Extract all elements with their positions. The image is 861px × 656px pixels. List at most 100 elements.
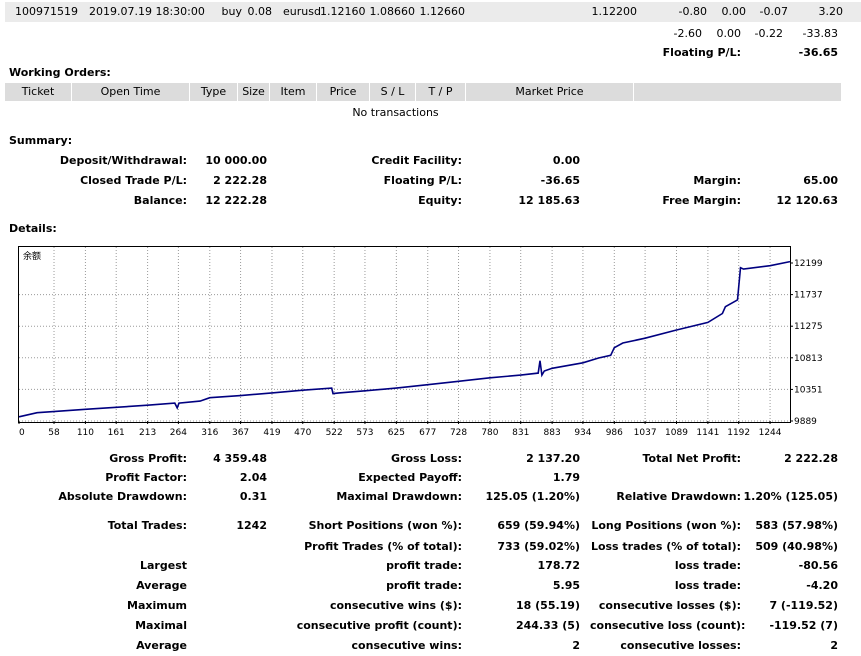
x-tick-label: 419 <box>263 428 280 438</box>
gross-loss-label: Gross Loss: <box>391 452 462 465</box>
deposit-label: Deposit/Withdrawal: <box>59 154 187 167</box>
trade-profit: 3.20 <box>818 5 844 18</box>
largest-profit-label: profit trade: <box>386 559 462 572</box>
y-tick-label: 10351 <box>794 385 823 395</box>
rel-drawdown-value: 1.20% (125.05) <box>743 490 839 503</box>
max-losses-label: consecutive losses ($): <box>598 599 741 612</box>
total-commission: -2.60 <box>673 27 702 40</box>
x-tick-label: 934 <box>574 428 591 438</box>
col-type[interactable]: Type <box>190 83 238 101</box>
x-tick-label: 161 <box>108 428 125 438</box>
trade-market-price: 1.12200 <box>591 5 638 18</box>
trade-item: eurusd <box>283 5 321 18</box>
y-tick-label: 12199 <box>794 259 823 269</box>
x-tick-label: 625 <box>388 428 405 438</box>
expected-payoff-label: Expected Payoff: <box>358 471 462 484</box>
x-tick-label: 58 <box>48 428 60 438</box>
working-orders-header: Ticket Open Time Type Size Item Price S … <box>5 83 841 101</box>
long-positions-value: 583 (57.98%) <box>755 519 838 532</box>
open-trade-row: 100971519 2019.07.19 18:30:00 buy 0.08 e… <box>5 2 861 22</box>
average2-label: Average <box>136 639 187 652</box>
avg-wins-value: 2 <box>572 639 580 652</box>
x-tick-label: 986 <box>606 428 623 438</box>
col-blank <box>634 83 841 101</box>
equity-value: 12 185.63 <box>518 194 580 207</box>
credit-label: Credit Facility: <box>371 154 462 167</box>
col-sl[interactable]: S / L <box>370 83 416 101</box>
total-trades-value: 1242 <box>236 519 267 532</box>
total-profit: -33.83 <box>802 27 838 40</box>
balance-chart: 余额 <box>18 246 791 423</box>
col-open-time[interactable]: Open Time <box>72 83 190 101</box>
largest-loss-value: -80.56 <box>798 559 838 572</box>
floating-pl-value: -36.65 <box>798 46 838 59</box>
maximal-profit-label: consecutive profit (count): <box>296 619 462 632</box>
largest-profit-value: 178.72 <box>537 559 580 572</box>
working-orders-title: Working Orders: <box>9 66 111 79</box>
avg-losses-value: 2 <box>830 639 838 652</box>
total-net-label: Total Net Profit: <box>642 452 742 465</box>
abs-drawdown-value: 0.31 <box>239 490 267 503</box>
max-drawdown-value: 125.05 (1.20%) <box>485 490 581 503</box>
long-positions-label: Long Positions (won %): <box>591 519 741 532</box>
gross-loss-value: 2 137.20 <box>526 452 580 465</box>
total-net-value: 2 222.28 <box>784 452 838 465</box>
trade-ticket: 100971519 <box>15 5 78 18</box>
maximum-label: Maximum <box>127 599 187 612</box>
summary-floating-label: Floating P/L: <box>383 174 462 187</box>
trade-type: buy <box>221 5 242 18</box>
trade-sl: 1.08660 <box>369 5 416 18</box>
profit-trades-label: Profit Trades (% of total): <box>304 540 462 553</box>
x-tick-label: 0 <box>19 428 25 438</box>
maximal-loss-value: -119.52 (7) <box>769 619 838 632</box>
x-tick-label: 470 <box>294 428 311 438</box>
short-positions-value: 659 (59.94%) <box>497 519 580 532</box>
short-positions-label: Short Positions (won %): <box>308 519 462 532</box>
gross-profit-value: 4 359.48 <box>213 452 267 465</box>
x-tick-label: 213 <box>139 428 156 438</box>
x-tick-label: 831 <box>512 428 529 438</box>
profit-factor-value: 2.04 <box>239 471 267 484</box>
equity-label: Equity: <box>418 194 462 207</box>
largest-loss-label: loss trade: <box>674 559 741 572</box>
avg-wins-label: consecutive wins: <box>351 639 462 652</box>
x-tick-label: 367 <box>232 428 249 438</box>
trade-swap: -0.07 <box>759 5 788 18</box>
x-tick-label: 573 <box>356 428 373 438</box>
trade-price: 1.12160 <box>320 5 366 18</box>
x-tick-label: 316 <box>201 428 218 438</box>
trade-tp: 1.12660 <box>419 5 466 18</box>
free-margin-value: 12 120.63 <box>776 194 838 207</box>
details-title: Details: <box>9 222 57 235</box>
closed-pl-label: Closed Trade P/L: <box>80 174 187 187</box>
x-tick-label: 883 <box>544 428 561 438</box>
profit-factor-label: Profit Factor: <box>105 471 187 484</box>
col-price[interactable]: Price <box>317 83 370 101</box>
y-tick-label: 9889 <box>794 417 817 427</box>
gross-profit-label: Gross Profit: <box>109 452 187 465</box>
col-market-price[interactable]: Market Price <box>466 83 634 101</box>
y-tick-label: 11737 <box>794 291 823 301</box>
trade-taxes: 0.00 <box>721 5 747 18</box>
expected-payoff-value: 1.79 <box>552 471 580 484</box>
max-drawdown-label: Maximal Drawdown: <box>336 490 462 503</box>
trade-commission: -0.80 <box>678 5 707 18</box>
x-tick-label: 1037 <box>634 428 657 438</box>
avg-profit-value: 5.95 <box>552 579 580 592</box>
x-tick-label: 1192 <box>727 428 750 438</box>
x-tick-label: 110 <box>77 428 94 438</box>
avg-losses-label: consecutive losses: <box>620 639 741 652</box>
floating-pl-label: Floating P/L: <box>662 46 741 59</box>
col-tp[interactable]: T / P <box>416 83 466 101</box>
col-ticket[interactable]: Ticket <box>5 83 72 101</box>
trade-open-time: 2019.07.19 18:30:00 <box>89 5 205 18</box>
max-wins-value: 18 (55.19) <box>516 599 580 612</box>
y-tick-label: 11275 <box>794 322 823 332</box>
total-taxes: 0.00 <box>716 27 742 40</box>
max-losses-value: 7 (-119.52) <box>769 599 838 612</box>
free-margin-label: Free Margin: <box>662 194 741 207</box>
col-size[interactable]: Size <box>238 83 270 101</box>
abs-drawdown-label: Absolute Drawdown: <box>58 490 187 503</box>
col-item[interactable]: Item <box>270 83 317 101</box>
maximal-loss-label: consecutive loss (count): <box>590 619 746 632</box>
